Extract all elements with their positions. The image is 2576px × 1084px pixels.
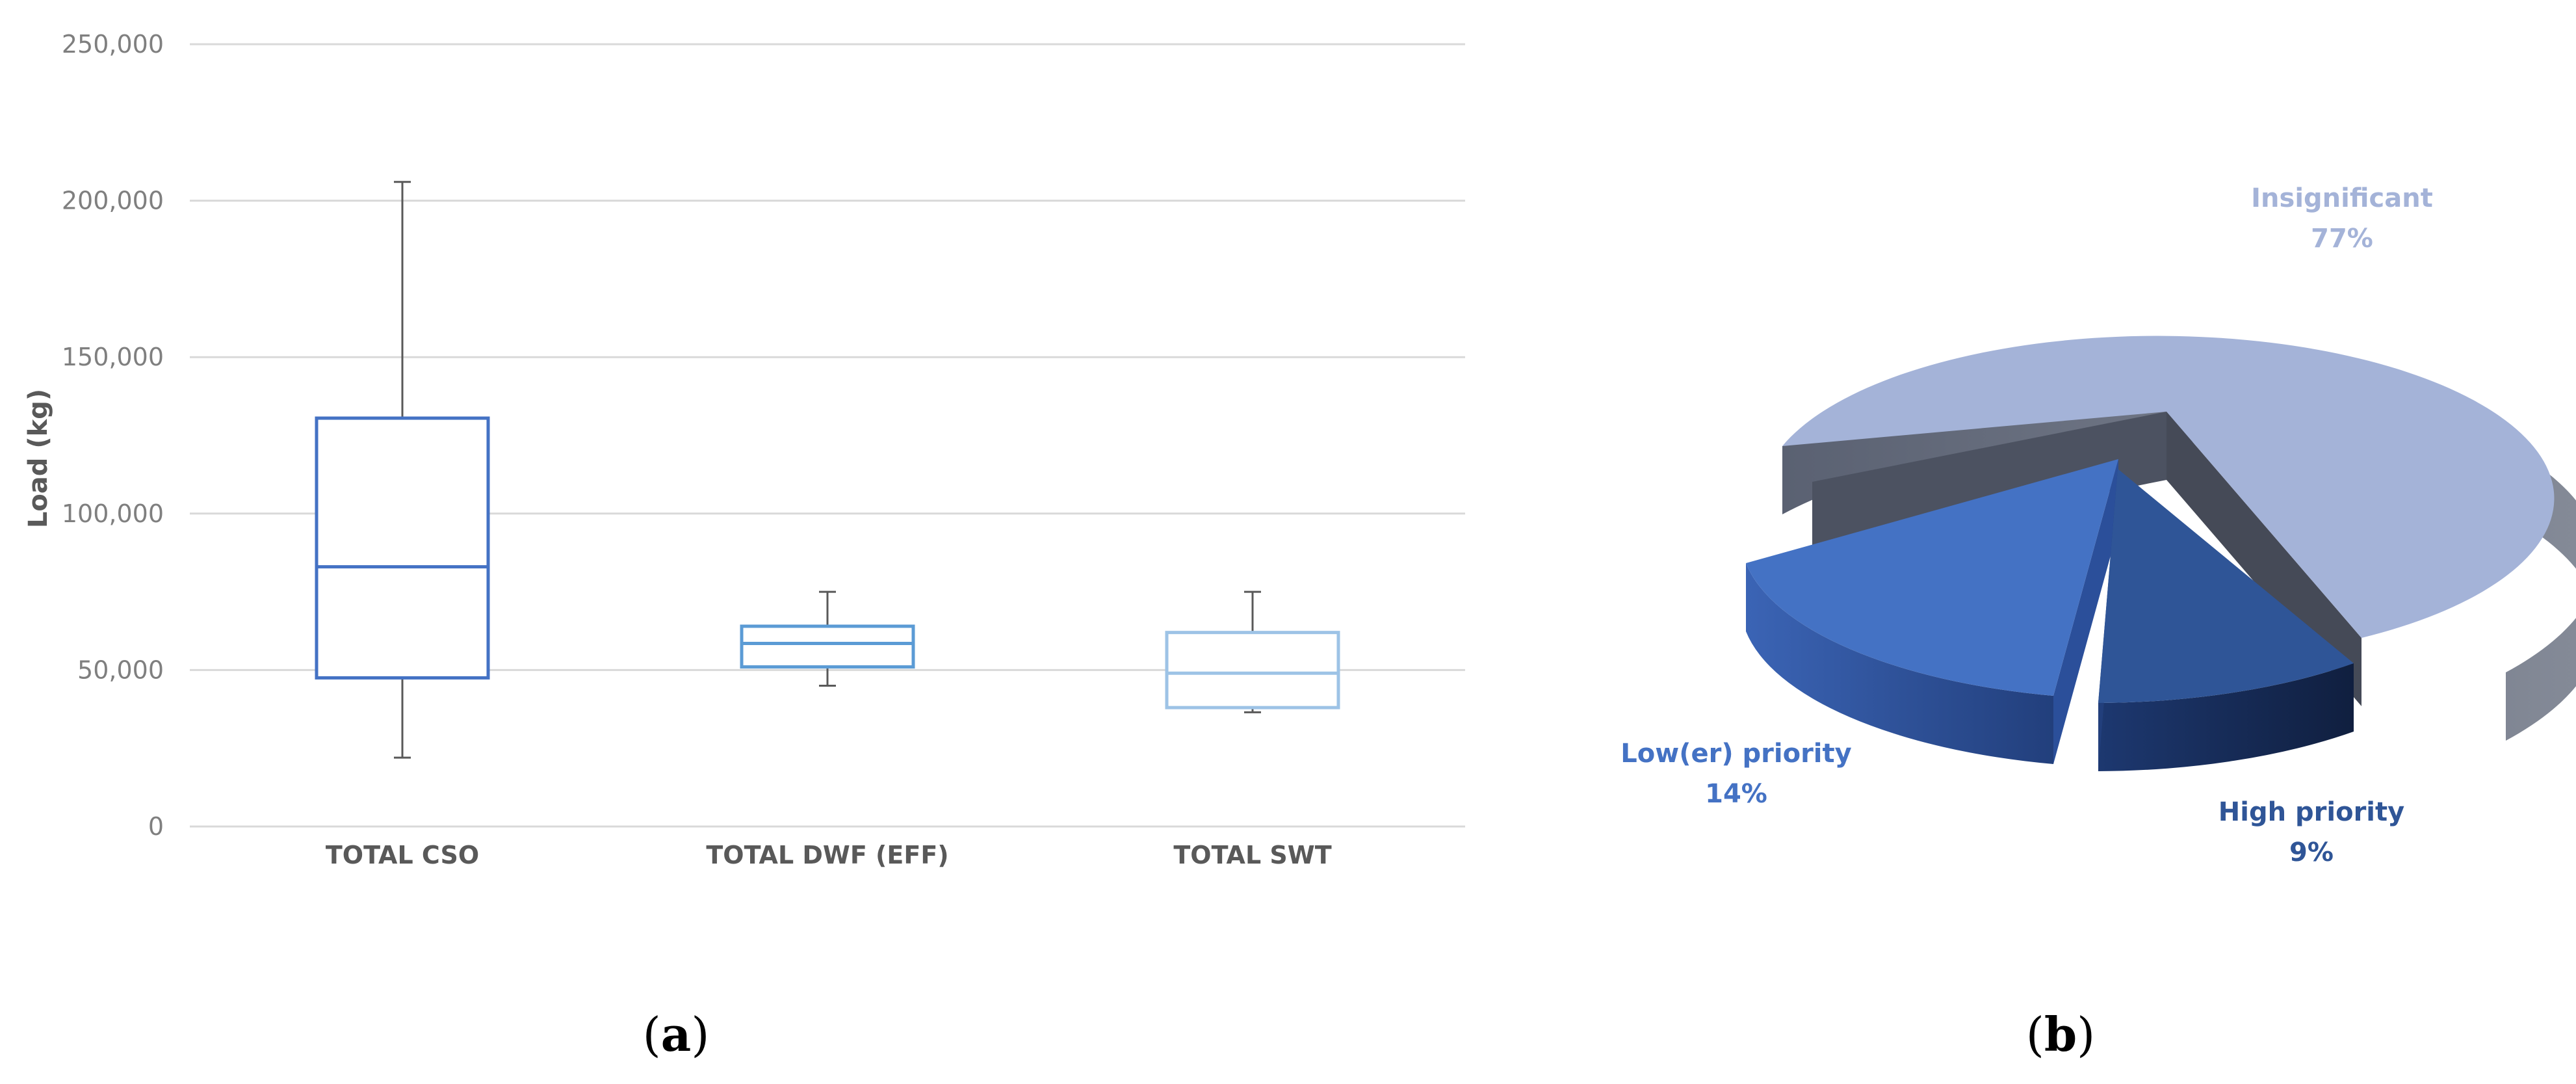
box-iqr [315,416,490,680]
box-iqr [740,624,915,669]
y-axis-title: Load (kg) [23,389,53,528]
pie-slice-insignificant-back-wall [1812,412,2166,550]
x-category-label: TOTAL DWF (EFF) [706,841,948,869]
pie-chart: Insignificant 77% Low(er) priority 14% H… [1620,183,2576,1062]
pie-label-low-priority: Low(er) priority 14% [1620,739,1851,809]
box-total-dwf-eff [740,590,915,687]
box-series [315,181,1340,759]
box-total-cso [315,181,490,759]
x-category-label: TOTAL CSO [326,841,479,869]
pie-slice-low-priority [1746,459,2118,764]
box-plot-chart: 0 50,000 100,000 150,000 200,000 250,000 Load… [23,30,1465,1062]
y-tick-label: 100,000 [62,499,164,528]
pie-label-high-priority-value: 9% [2289,838,2334,867]
pie-label-low-priority-name: Low(er) priority [1620,739,1851,769]
pie-label-high-priority-name: High priority [2218,797,2404,827]
panel-label-a: (a) [643,1007,710,1062]
pie-label-insignificant-value: 77% [2311,224,2373,254]
pie-label-high-priority: High priority 9% [2218,797,2404,867]
panel-label-b: (b) [2026,1007,2096,1062]
pie-slice-high-priority-top [2098,469,2354,703]
y-tick-label: 150,000 [62,343,164,371]
box-total-swt [1165,590,1340,713]
pie-slice-insignificant-top [1782,336,2555,638]
pie-slice-high-priority-rim [2098,663,2354,771]
pie-slice-high-priority [2098,469,2354,771]
y-tick-label: 200,000 [62,187,164,215]
y-tick-label: 0 [148,812,164,841]
x-category-label: TOTAL SWT [1173,841,1331,869]
pie-label-insignificant: Insignificant 77% [2251,183,2433,254]
y-tick-label: 250,000 [62,30,164,59]
pie-slice-low-priority-rim [1746,563,2053,764]
y-tick-label: 50,000 [77,655,164,684]
pie-slice-low-priority-top [1746,459,2118,696]
x-category-labels: TOTAL CSO TOTAL DWF (EFF) TOTAL SWT [326,841,1332,869]
pie-label-low-priority-value: 14% [1705,779,1767,809]
box-iqr [1165,631,1340,709]
pie-slice-low-priority-wall [2053,459,2118,764]
pie-label-insignificant-name: Insignificant [2251,183,2433,213]
y-tick-labels: 0 50,000 100,000 150,000 200,000 250,000 [62,30,164,841]
